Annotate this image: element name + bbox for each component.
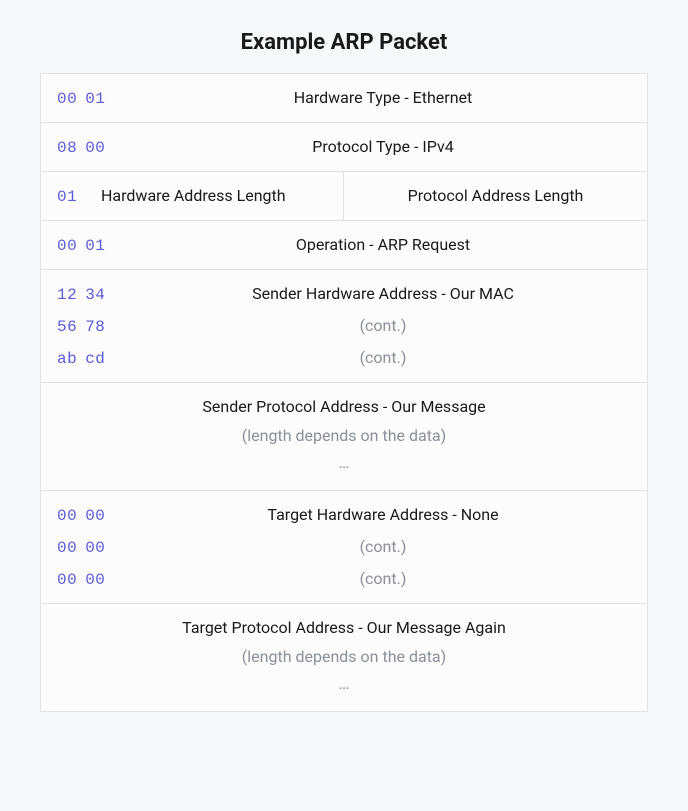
row-address-lengths: 01 Hardware Address Length Protocol Addr… [41, 172, 647, 221]
row-hardware-type: 0001 Hardware Type - Ethernet [41, 74, 647, 123]
hex-bytes: 0800 [57, 139, 135, 157]
cont-label: (cont.) [135, 537, 631, 556]
field-label: Sender Hardware Address - Our MAC [135, 284, 631, 303]
row-operation: 0001 Operation - ARP Request [41, 221, 647, 270]
hex-bytes: 5678 [57, 318, 135, 336]
hex-bytes: 0001 [57, 237, 135, 255]
hex-bytes: 0001 [57, 90, 135, 108]
field-label: Target Hardware Address - None [135, 505, 631, 524]
cont-label: (cont.) [135, 569, 631, 588]
ellipsis: … [57, 674, 631, 693]
row-protocol-type: 0800 Protocol Type - IPv4 [41, 123, 647, 172]
field-label: Operation - ARP Request [135, 235, 631, 254]
field-label: Target Protocol Address - Our Message Ag… [57, 618, 631, 637]
cont-label: (cont.) [135, 316, 631, 335]
hex-bytes: 1234 [57, 286, 135, 304]
row-sender-proto: Sender Protocol Address - Our Message (l… [41, 383, 647, 491]
field-label: Protocol Type - IPv4 [135, 137, 631, 156]
field-label: Protocol Address Length [360, 186, 631, 205]
hex-bytes: abcd [57, 350, 135, 368]
hex-bytes: 0000 [57, 571, 135, 589]
hex-bytes: 0000 [57, 539, 135, 557]
cont-label: (cont.) [135, 348, 631, 367]
hex-bytes: 01 [57, 188, 95, 206]
field-note: (length depends on the data) [57, 647, 631, 666]
field-note: (length depends on the data) [57, 426, 631, 445]
hex-bytes: 0000 [57, 507, 135, 525]
field-label: Hardware Type - Ethernet [135, 88, 631, 107]
row-target-proto: Target Protocol Address - Our Message Ag… [41, 604, 647, 711]
diagram-title: Example ARP Packet [40, 30, 648, 55]
cell-hardware-addr-len: 01 Hardware Address Length [41, 172, 344, 220]
row-target-hw: 0000 Target Hardware Address - None 0000… [41, 491, 647, 604]
field-label: Sender Protocol Address - Our Message [57, 397, 631, 416]
field-label: Hardware Address Length [95, 186, 327, 205]
arp-packet-table: 0001 Hardware Type - Ethernet 0800 Proto… [40, 73, 648, 712]
cell-protocol-addr-len: Protocol Address Length [344, 172, 647, 220]
ellipsis: … [57, 453, 631, 472]
row-sender-hw: 1234 Sender Hardware Address - Our MAC 5… [41, 270, 647, 383]
